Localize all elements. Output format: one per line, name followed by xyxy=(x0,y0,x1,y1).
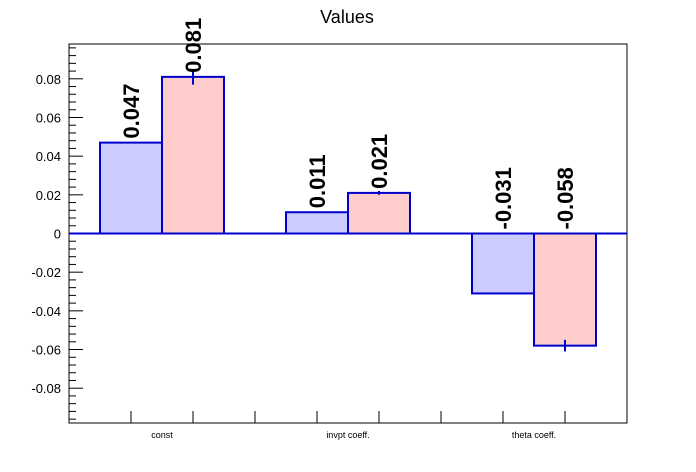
plot-area: -0.08 -0.06 -0.04 -0.02 0 0.02 0.04 0.06 0.08 con… xyxy=(31,18,628,440)
y-tick-label: -0.04 xyxy=(31,304,61,319)
category-label: const xyxy=(151,430,173,440)
category-label: theta coeff. xyxy=(512,430,556,440)
y-tick-label: -0.06 xyxy=(31,343,61,358)
y-tick-label: 0 xyxy=(54,227,61,242)
bar xyxy=(347,191,411,235)
bar xyxy=(99,141,163,235)
y-tick-label: -0.02 xyxy=(31,265,61,280)
data-label: 0.081 xyxy=(181,18,206,73)
y-tick-label: 0.02 xyxy=(36,188,61,203)
data-label: 0.047 xyxy=(119,84,144,139)
bar xyxy=(533,232,597,347)
bar xyxy=(285,211,349,235)
data-label: -0.058 xyxy=(553,167,578,229)
chart-title: Values xyxy=(320,7,374,27)
y-tick-label: 0.06 xyxy=(36,110,61,125)
data-label: 0.021 xyxy=(367,134,392,189)
y-tick-label: 0.08 xyxy=(36,72,61,87)
data-label: 0.011 xyxy=(305,154,330,208)
category-label: invpt coeff. xyxy=(326,430,369,440)
y-tick-label: -0.08 xyxy=(31,381,61,396)
y-tick-label: 0.04 xyxy=(36,149,61,164)
bar xyxy=(161,75,225,235)
bar xyxy=(471,232,535,295)
data-label: -0.031 xyxy=(491,167,516,229)
